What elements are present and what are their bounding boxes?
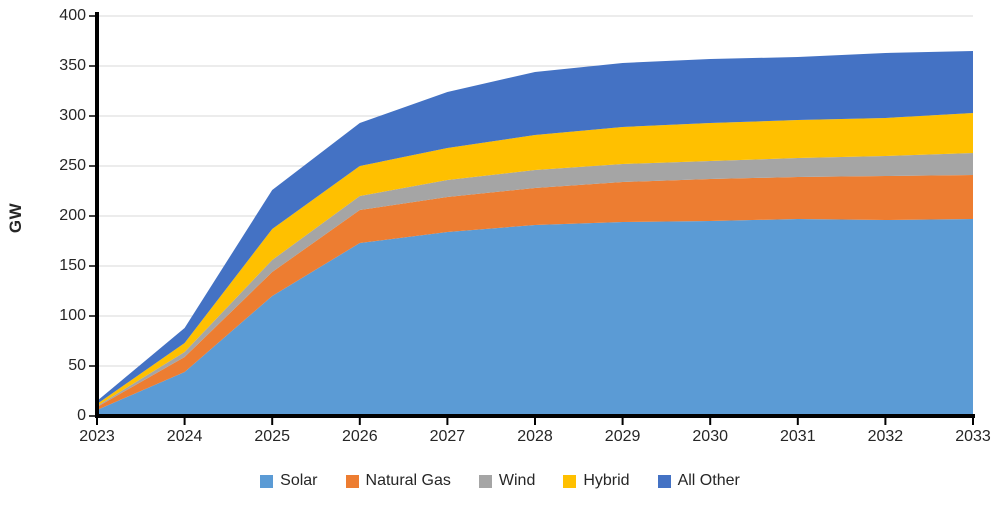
legend-item-hybrid: Hybrid [563, 472, 630, 490]
x-tick-label: 2029 [604, 428, 641, 445]
y-tick-label: 100 [59, 307, 86, 324]
area-series-natural-gas [97, 175, 973, 410]
legend-label: Solar [280, 472, 318, 489]
x-tick-label: 2030 [692, 428, 728, 445]
legend-swatch-icon [478, 474, 492, 488]
x-tick-label: 2023 [79, 428, 115, 445]
x-tick-label: 2026 [342, 428, 378, 445]
x-tick-label: 2031 [780, 428, 816, 445]
legend-label: Hybrid [583, 472, 630, 489]
area-series-solar [97, 219, 973, 416]
legend-item-all-other: All Other [657, 472, 740, 490]
y-tick-label: 350 [59, 57, 86, 74]
legend-label: All Other [677, 472, 740, 489]
legend-swatch-icon [260, 474, 274, 488]
legend-swatch-icon [563, 474, 577, 488]
y-tick-label: 50 [68, 357, 86, 374]
y-tick-label: 200 [59, 207, 86, 224]
y-tick-label: 400 [59, 7, 86, 24]
x-tick-label: 2024 [166, 428, 203, 445]
area-series-all-other [97, 51, 973, 404]
x-tick-label: 2033 [955, 428, 991, 445]
legend-label: Natural Gas [365, 472, 451, 489]
legend: Solar Natural Gas Wind Hybrid All Other [0, 472, 1000, 490]
x-tick-label: 2025 [254, 428, 290, 445]
y-tick-label: 0 [77, 407, 86, 424]
legend-swatch-icon [345, 474, 359, 488]
legend-item-wind: Wind [478, 472, 536, 490]
legend-swatch-icon [657, 474, 671, 488]
x-tick-label: 2032 [867, 428, 904, 445]
legend-item-natural-gas: Natural Gas [345, 472, 451, 490]
x-tick-label: 2027 [429, 428, 466, 445]
y-tick-label: 300 [59, 107, 86, 124]
y-tick-label: 150 [59, 257, 86, 274]
area-series-hybrid [97, 113, 973, 406]
legend-item-solar: Solar [260, 472, 318, 490]
y-tick-label: 250 [59, 157, 86, 174]
legend-label: Wind [498, 472, 536, 489]
x-tick-label: 2028 [517, 428, 553, 445]
